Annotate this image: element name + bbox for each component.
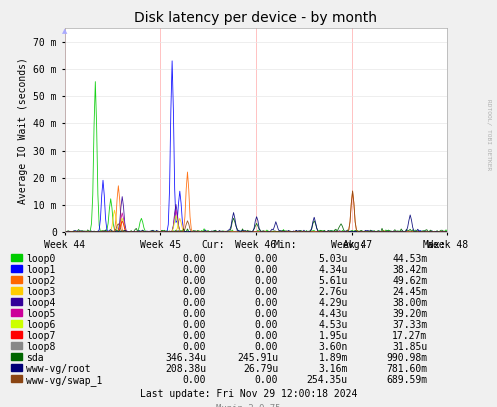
Text: loop1: loop1 [26, 265, 55, 275]
Text: 781.60m: 781.60m [386, 364, 427, 374]
Text: 0.00: 0.00 [255, 375, 278, 385]
Text: 0.00: 0.00 [183, 276, 206, 286]
Text: 0.00: 0.00 [255, 342, 278, 352]
Text: 4.53u: 4.53u [319, 320, 348, 330]
Text: loop2: loop2 [26, 276, 55, 286]
Text: 346.34u: 346.34u [165, 353, 206, 363]
Text: 4.34u: 4.34u [319, 265, 348, 275]
Text: 3.16m: 3.16m [319, 364, 348, 374]
Text: 0.00: 0.00 [183, 320, 206, 330]
Text: 44.53m: 44.53m [392, 254, 427, 264]
Text: 0.00: 0.00 [255, 331, 278, 341]
Text: 254.35u: 254.35u [307, 375, 348, 385]
Text: Cur:: Cur: [201, 240, 225, 250]
Text: 1.95u: 1.95u [319, 331, 348, 341]
Text: 3.60n: 3.60n [319, 342, 348, 352]
Text: 39.20m: 39.20m [392, 309, 427, 319]
Text: www-vg/swap_1: www-vg/swap_1 [26, 375, 102, 385]
Text: www-vg/root: www-vg/root [26, 364, 90, 374]
Text: 17.27m: 17.27m [392, 331, 427, 341]
Text: 37.33m: 37.33m [392, 320, 427, 330]
Text: 245.91u: 245.91u [237, 353, 278, 363]
Text: 0.00: 0.00 [255, 320, 278, 330]
Text: Munin 2.0.75: Munin 2.0.75 [216, 404, 281, 407]
Text: loop0: loop0 [26, 254, 55, 264]
Text: Min:: Min: [273, 240, 297, 250]
Text: ▲: ▲ [62, 28, 67, 34]
Text: 5.61u: 5.61u [319, 276, 348, 286]
Text: Avg:: Avg: [343, 240, 366, 250]
Text: 4.43u: 4.43u [319, 309, 348, 319]
Text: 0.00: 0.00 [183, 309, 206, 319]
Text: loop4: loop4 [26, 298, 55, 308]
Text: 2.76u: 2.76u [319, 287, 348, 297]
Text: 31.85u: 31.85u [392, 342, 427, 352]
Text: loop6: loop6 [26, 320, 55, 330]
Text: RDTOOL/ TOBI OETKER: RDTOOL/ TOBI OETKER [486, 98, 491, 170]
Text: 208.38u: 208.38u [165, 364, 206, 374]
Text: loop3: loop3 [26, 287, 55, 297]
Text: 24.45m: 24.45m [392, 287, 427, 297]
Text: 26.79u: 26.79u [243, 364, 278, 374]
Text: 0.00: 0.00 [255, 254, 278, 264]
Title: Disk latency per device - by month: Disk latency per device - by month [135, 11, 377, 24]
Text: 49.62m: 49.62m [392, 276, 427, 286]
Text: Last update: Fri Nov 29 12:00:18 2024: Last update: Fri Nov 29 12:00:18 2024 [140, 389, 357, 398]
Y-axis label: Average IO Wait (seconds): Average IO Wait (seconds) [18, 57, 28, 204]
Text: 0.00: 0.00 [183, 287, 206, 297]
Text: 4.29u: 4.29u [319, 298, 348, 308]
Text: 0.00: 0.00 [183, 254, 206, 264]
Text: 0.00: 0.00 [183, 298, 206, 308]
Text: 0.00: 0.00 [255, 265, 278, 275]
Text: Max:: Max: [422, 240, 446, 250]
Text: 0.00: 0.00 [255, 298, 278, 308]
Text: 38.42m: 38.42m [392, 265, 427, 275]
Text: loop5: loop5 [26, 309, 55, 319]
Text: 0.00: 0.00 [183, 331, 206, 341]
Text: 5.03u: 5.03u [319, 254, 348, 264]
Text: 0.00: 0.00 [255, 276, 278, 286]
Text: loop7: loop7 [26, 331, 55, 341]
Text: 0.00: 0.00 [183, 342, 206, 352]
Text: 990.98m: 990.98m [386, 353, 427, 363]
Text: 689.59m: 689.59m [386, 375, 427, 385]
Text: 0.00: 0.00 [255, 287, 278, 297]
Text: 0.00: 0.00 [255, 309, 278, 319]
Text: 1.89m: 1.89m [319, 353, 348, 363]
Text: loop8: loop8 [26, 342, 55, 352]
Text: sda: sda [26, 353, 43, 363]
Text: 0.00: 0.00 [183, 265, 206, 275]
Text: 0.00: 0.00 [183, 375, 206, 385]
Text: 38.00m: 38.00m [392, 298, 427, 308]
